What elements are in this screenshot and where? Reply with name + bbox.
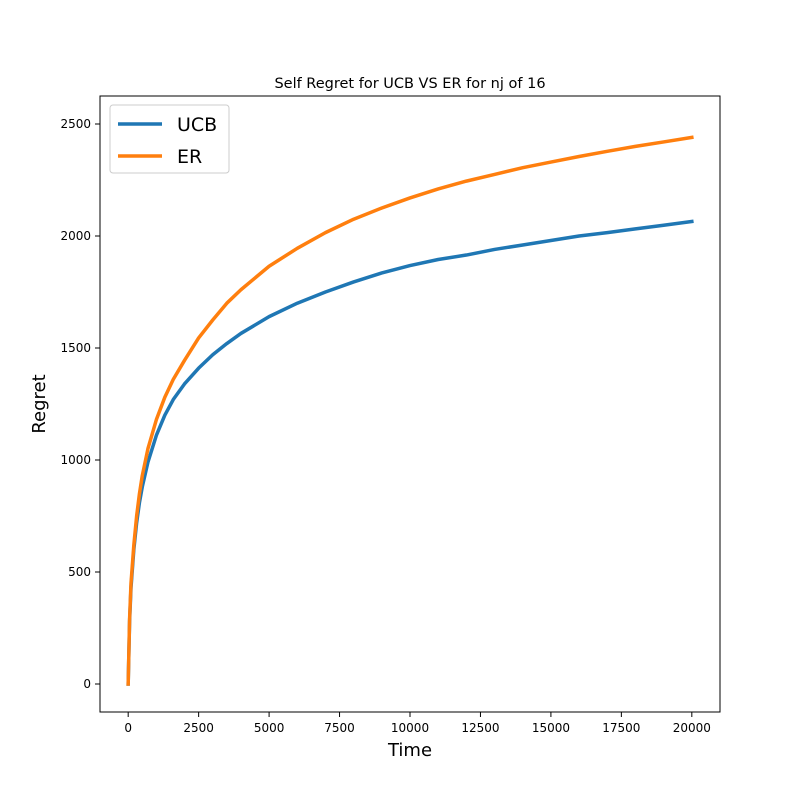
y-axis: 0 500 1000 1500 2000 2500	[60, 117, 100, 691]
x-tick-label: 15000	[532, 721, 570, 735]
legend-label-ucb: UCB	[177, 114, 217, 136]
y-tick-label: 500	[68, 565, 91, 579]
x-tick-label: 17500	[602, 721, 640, 735]
y-tick-label: 1500	[60, 341, 91, 355]
chart-title: Self Regret for UCB VS ER for nj of 16	[274, 76, 545, 92]
x-tick-label: 5000	[254, 721, 285, 735]
x-tick-label: 0	[124, 721, 132, 735]
series-line-er	[126, 135, 694, 686]
y-tick-label: 2500	[60, 117, 91, 131]
x-tick-label: 2500	[183, 721, 214, 735]
x-axis-label: Time	[387, 740, 432, 761]
plot-area	[126, 135, 694, 686]
y-tick-label: 1000	[60, 453, 91, 467]
x-tick-label: 20000	[673, 721, 711, 735]
y-tick-label: 2000	[60, 229, 91, 243]
y-axis-label: Regret	[29, 374, 50, 433]
legend-label-er: ER	[177, 146, 202, 168]
x-axis: 0 2500 5000 7500 10000 12500 15000 17500 20000	[124, 712, 711, 735]
x-tick-label: 12500	[461, 721, 499, 735]
x-tick-label: 7500	[324, 721, 355, 735]
x-tick-label: 10000	[391, 721, 429, 735]
y-tick-label: 0	[83, 677, 91, 691]
legend: UCB ER	[109, 104, 230, 174]
